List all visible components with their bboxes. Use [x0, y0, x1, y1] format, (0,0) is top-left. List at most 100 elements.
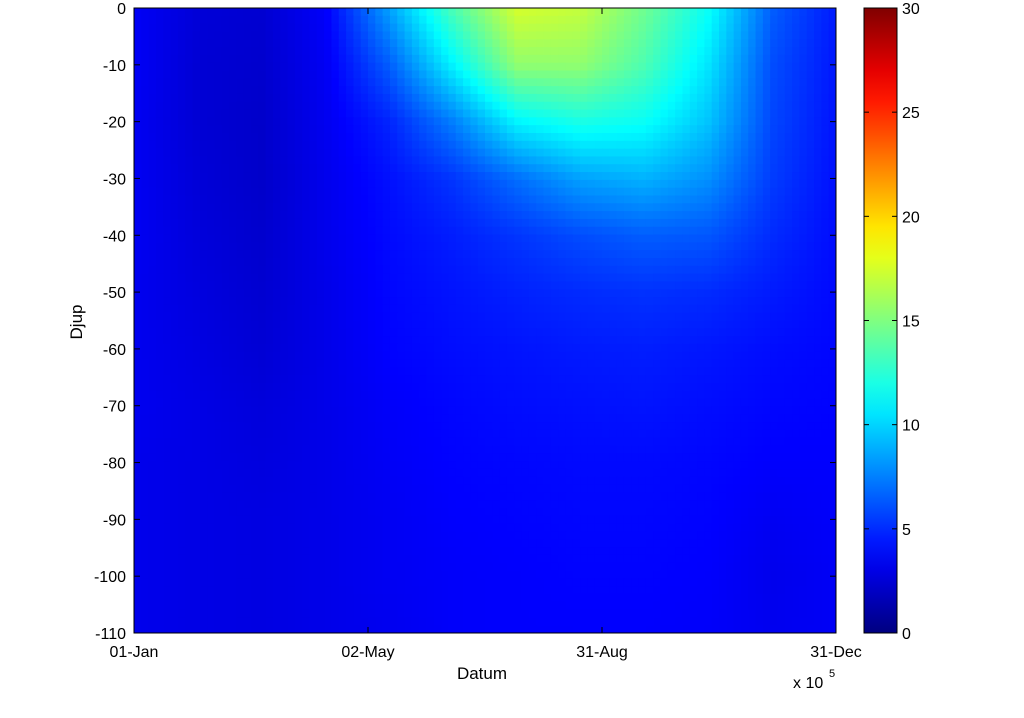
heatmap-cell [470, 39, 479, 48]
heatmap-cell [455, 273, 464, 283]
heatmap-cell [134, 70, 142, 79]
heatmap-cell [389, 195, 398, 204]
heatmap-cell [404, 172, 413, 181]
heatmap-cell [170, 359, 179, 368]
heatmap-cell [192, 31, 201, 40]
heatmap-cell [638, 101, 647, 111]
heatmap-cell [258, 39, 267, 48]
heatmap-cell [287, 367, 296, 376]
heatmap-cell [499, 179, 508, 189]
heatmap-cell [397, 320, 406, 329]
heatmap-cell [433, 47, 442, 56]
heatmap-cell [799, 8, 808, 17]
heatmap-cell [667, 328, 676, 337]
heatmap-cell [506, 117, 515, 126]
heatmap-cell [667, 343, 676, 353]
heatmap-cell [521, 383, 530, 392]
heatmap-cell [528, 297, 537, 306]
heatmap-cell [148, 390, 157, 400]
heatmap-cell [726, 70, 735, 79]
heatmap-cell [411, 211, 420, 220]
heatmap-cell [638, 133, 647, 142]
heatmap-cell [302, 31, 311, 40]
heatmap-cell [638, 328, 647, 337]
heatmap-cell [594, 390, 603, 400]
heatmap-cell [141, 187, 150, 197]
heatmap-cell [411, 375, 420, 384]
heatmap-cell [280, 273, 289, 283]
heatmap-cell [477, 273, 486, 283]
heatmap-cell [470, 281, 479, 290]
heatmap-cell [514, 156, 523, 165]
heatmap-cell [814, 242, 822, 251]
heatmap-cell [506, 351, 515, 361]
heatmap-cell [521, 140, 530, 150]
heatmap-cell [550, 101, 559, 111]
heatmap-cell [134, 297, 142, 306]
heatmap-cell [748, 367, 757, 376]
heatmap-cell [777, 47, 786, 56]
heatmap-cell [719, 234, 727, 243]
heatmap-cell [338, 367, 347, 376]
heatmap-cell [704, 31, 713, 40]
heatmap-cell [463, 265, 471, 275]
heatmap-cell [762, 398, 771, 408]
heatmap-cell [192, 23, 201, 33]
heatmap-cell [806, 93, 815, 103]
heatmap-cell [134, 15, 142, 25]
heatmap-cell [499, 15, 508, 25]
heatmap-cell [755, 343, 764, 353]
heatmap-cell [675, 250, 684, 259]
heatmap-cell [207, 156, 216, 165]
heatmap-cell [221, 164, 230, 173]
heatmap-cell [251, 218, 259, 228]
heatmap-cell [784, 242, 793, 251]
heatmap-cell [558, 265, 567, 275]
heatmap-cell [448, 179, 457, 189]
heatmap-cell [382, 273, 391, 283]
heatmap-cell [265, 133, 274, 142]
heatmap-cell [689, 117, 698, 126]
heatmap-cell [499, 218, 508, 228]
heatmap-cell [682, 312, 691, 322]
heatmap-cell [287, 226, 296, 236]
heatmap-cell [580, 328, 588, 337]
heatmap-cell [653, 250, 662, 259]
heatmap-cell [711, 336, 720, 345]
heatmap-cell [155, 148, 164, 158]
heatmap-cell [784, 133, 793, 142]
heatmap-cell [623, 211, 632, 220]
heatmap-cell [463, 47, 471, 56]
heatmap-cell [134, 265, 142, 275]
heatmap-cell [733, 289, 742, 298]
heatmap-cell [346, 78, 354, 87]
heatmap-cell [324, 54, 333, 64]
heatmap-cell [185, 375, 194, 384]
heatmap-cell [528, 109, 537, 118]
heatmap-cell [426, 31, 435, 40]
heatmap-cell [558, 8, 567, 17]
heatmap-cell [704, 273, 713, 283]
heatmap-cell [616, 304, 625, 314]
heatmap-cell [697, 78, 705, 87]
heatmap-cell [755, 304, 764, 314]
heatmap-cell [419, 140, 428, 150]
heatmap-cell [353, 93, 362, 103]
heatmap-cell [163, 226, 172, 236]
heatmap-cell [550, 140, 559, 150]
heatmap-cell [719, 242, 727, 251]
heatmap-cell [309, 289, 318, 298]
heatmap-cell [148, 148, 157, 158]
heatmap-cell [645, 406, 654, 415]
heatmap-cell [368, 101, 376, 111]
heatmap-cell [353, 383, 362, 392]
heatmap-cell [536, 78, 545, 87]
heatmap-cell [302, 78, 311, 87]
heatmap-cell [762, 164, 771, 173]
heatmap-cell [667, 250, 676, 259]
heatmap-cell [455, 250, 464, 259]
heatmap-cell [799, 187, 808, 197]
heatmap-cell [514, 258, 523, 267]
heatmap-cell [463, 359, 471, 368]
heatmap-cell [536, 359, 545, 368]
